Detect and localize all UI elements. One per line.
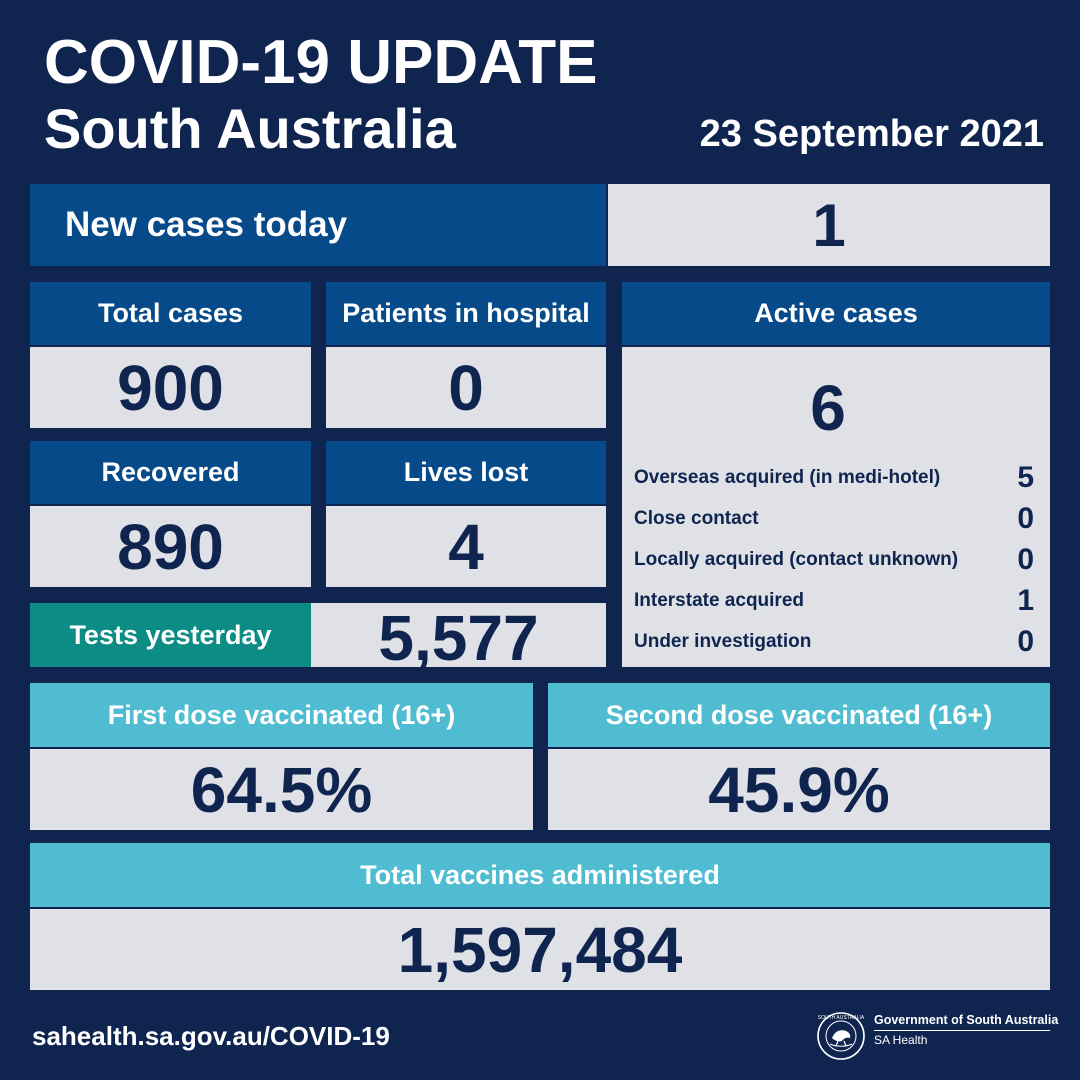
second-dose-value-panel: 45.9% [548, 749, 1050, 830]
first-dose-label: First dose vaccinated (16+) [107, 699, 456, 730]
page-title: COVID-19 UPDATE [44, 28, 598, 97]
first-dose-value-panel: 64.5% [30, 749, 533, 830]
tests-yesterday-header: Tests yesterday [30, 603, 311, 667]
active-breakdown-value: 1 [1017, 584, 1034, 617]
new-cases-label: New cases today [65, 205, 348, 244]
active-cases-label: Active cases [754, 298, 918, 328]
total-cases-value: 900 [117, 351, 224, 424]
active-breakdown-row: Locally acquired (contact unknown) 0 [634, 543, 1034, 577]
seal-text: SOUTH AUSTRALIA [818, 1015, 865, 1021]
government-name: Government of South Australia [874, 1013, 1059, 1027]
total-cases-header: Total cases [30, 282, 311, 345]
lives-lost-header: Lives lost [326, 441, 606, 504]
active-cases-header: Active cases [622, 282, 1050, 345]
update-date: 23 September 2021 [699, 113, 1044, 155]
active-breakdown-label: Close contact [634, 508, 759, 529]
patients-in-hospital-label: Patients in hospital [342, 298, 590, 328]
lives-lost-value: 4 [448, 510, 484, 583]
active-breakdown-row: Overseas acquired (in medi-hotel) 5 [634, 461, 1034, 495]
active-breakdown-row: Close contact 0 [634, 502, 1034, 536]
patients-in-hospital-header: Patients in hospital [326, 282, 606, 345]
active-breakdown-row: Under investigation 0 [634, 625, 1034, 659]
recovered-label: Recovered [101, 457, 240, 487]
lives-lost-label: Lives lost [403, 457, 529, 487]
total-vaccines-value: 1,597,484 [397, 913, 683, 986]
active-breakdown-label: Interstate acquired [634, 590, 804, 611]
active-breakdown-value: 0 [1017, 625, 1034, 658]
total-vaccines-label: Total vaccines administered [360, 859, 720, 890]
tests-yesterday-label: Tests yesterday [69, 619, 272, 650]
total-vaccines-header: Total vaccines administered [30, 843, 1050, 907]
total-vaccines-value-panel: 1,597,484 [30, 909, 1050, 990]
recovered-header: Recovered [30, 441, 311, 504]
lives-lost-value-panel: 4 [326, 506, 606, 587]
new-cases-value: 1 [812, 191, 846, 259]
patients-in-hospital-value: 0 [448, 351, 484, 424]
government-divider [874, 1030, 1050, 1031]
active-cases-panel [622, 347, 1050, 667]
first-dose-header: First dose vaccinated (16+) [30, 683, 533, 747]
patients-in-hospital-value-panel: 0 [326, 347, 606, 428]
new-cases-value-panel: 1 [608, 184, 1050, 266]
active-breakdown-value: 0 [1017, 543, 1034, 576]
first-dose-value: 64.5% [190, 753, 373, 826]
active-breakdown-value: 0 [1017, 502, 1034, 535]
total-cases-label: Total cases [97, 298, 244, 328]
active-cases-value: 6 [810, 372, 846, 444]
second-dose-header: Second dose vaccinated (16+) [548, 683, 1050, 747]
active-breakdown-value: 5 [1017, 461, 1034, 494]
piping-shrike-seal-icon: SOUTH AUSTRALIA [816, 1011, 866, 1061]
recovered-value: 890 [117, 510, 224, 583]
footer-website-link[interactable]: sahealth.sa.gov.au/COVID-19 [32, 1021, 390, 1051]
total-cases-value-panel: 900 [30, 347, 311, 428]
active-breakdown-label: Overseas acquired (in medi-hotel) [634, 467, 941, 488]
tests-yesterday-value-panel: 5,577 [311, 603, 606, 667]
recovered-value-panel: 890 [30, 506, 311, 587]
second-dose-label: Second dose vaccinated (16+) [605, 699, 993, 730]
second-dose-value: 45.9% [708, 753, 890, 826]
active-breakdown-row: Interstate acquired 1 [634, 584, 1034, 618]
page-subtitle: South Australia [44, 97, 456, 160]
active-breakdown-label: Locally acquired (contact unknown) [634, 549, 959, 570]
government-department: SA Health [874, 1033, 928, 1047]
new-cases-label-panel: New cases today [30, 184, 606, 266]
active-breakdown-label: Under investigation [634, 631, 812, 652]
tests-yesterday-value: 5,577 [378, 603, 539, 667]
